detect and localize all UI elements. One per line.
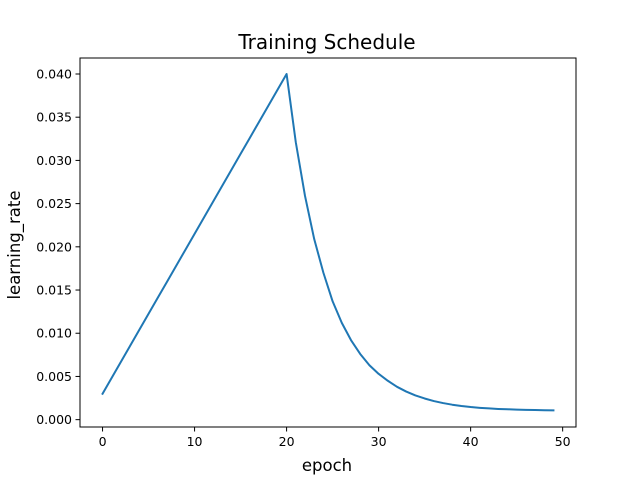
y-tick-label: 0.015	[36, 283, 72, 298]
y-tick-label: 0.000	[36, 412, 72, 427]
x-tick-label: 50	[555, 434, 571, 449]
y-tick-label: 0.030	[36, 153, 72, 168]
series-line-0	[101, 72, 555, 412]
x-tick-label: 40	[463, 434, 479, 449]
y-tick-label: 0.025	[36, 196, 72, 211]
y-tick-label: 0.035	[36, 110, 72, 125]
chart-title: Training Schedule	[237, 30, 415, 54]
y-tick-label: 0.020	[36, 239, 72, 254]
x-tick-label: 10	[187, 434, 203, 449]
x-axis: 0 10 20 30 40 50	[99, 427, 571, 449]
y-axis-title: learning_rate	[5, 190, 25, 299]
plot-frame	[79, 57, 577, 428]
x-tick-label: 0	[99, 434, 107, 449]
y-tick-label: 0.005	[36, 369, 72, 384]
y-axis: 0.000 0.005 0.010 0.015 0.020 0.025 0.030 0.035…	[36, 66, 80, 427]
plot-area	[79, 57, 577, 428]
y-tick-label: 0.010	[36, 326, 72, 341]
x-tick-label: 30	[371, 434, 387, 449]
y-tick-label: 0.040	[36, 66, 72, 81]
x-axis-title: epoch	[302, 456, 352, 475]
x-tick-label: 20	[279, 434, 295, 449]
